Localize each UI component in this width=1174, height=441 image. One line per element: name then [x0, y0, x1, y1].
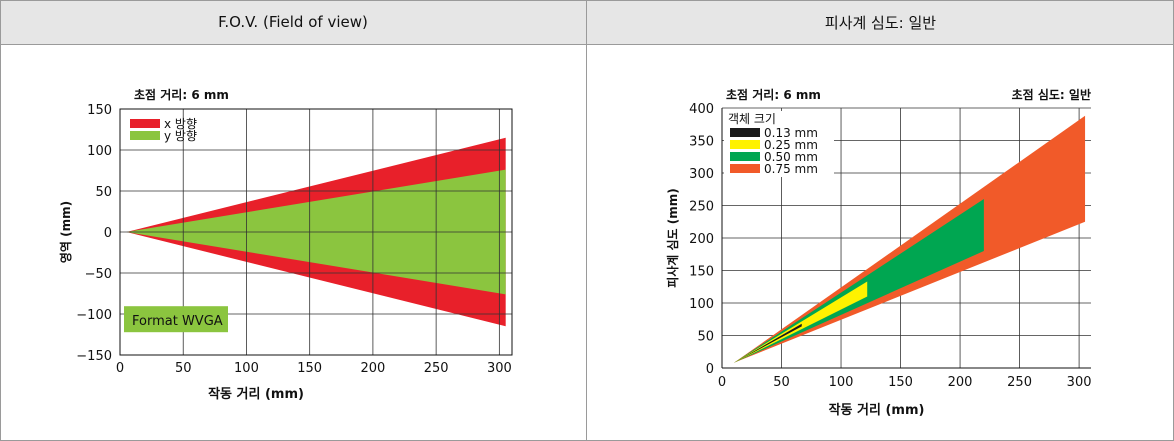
fov-chart-title: 초점 거리: 6 mm: [134, 87, 229, 102]
dof-y-tick-label: 0: [706, 362, 714, 377]
fov-y-axis-label: 영역 (mm): [58, 201, 73, 263]
fov-legend-label-1: y 방향: [164, 129, 197, 143]
fov-legend-label-0: x 방향: [164, 117, 197, 131]
dof-legend-swatch-2: [730, 152, 760, 161]
dof-series-area-1: [733, 199, 984, 363]
dof-chart: 0 50 100 150 200 250 300 400 350 300 250 200 150 100 5…: [665, 87, 1092, 418]
dof-legend-label-0: 0.13 mm: [764, 126, 818, 140]
fov-annotation: Format WVGA: [132, 314, 223, 329]
fov-x-tick-label: 250: [424, 361, 449, 376]
fov-plot-frame: [119, 108, 513, 356]
dof-x-tick-label: 250: [1007, 375, 1032, 390]
dof-legend-swatch-1: [730, 140, 760, 149]
dof-panel-header: 피사계 심도: 일반: [587, 0, 1174, 45]
dof-y-tick-label: 350: [689, 135, 714, 150]
fov-y-tick-label: 50: [95, 185, 112, 200]
fov-y-tick-label: −100: [76, 308, 112, 323]
fov-panel-title: F.O.V. (Field of view): [218, 13, 368, 31]
dof-panel-title: 피사계 심도: 일반: [824, 13, 937, 32]
dof-x-tick-label: 200: [948, 375, 973, 390]
dof-legend-label-3: 0.75 mm: [764, 162, 818, 176]
fov-x-tick-label: 200: [360, 361, 385, 376]
dof-legend-swatch-0: [730, 128, 760, 137]
fov-y-tick-label: −150: [76, 349, 112, 364]
dof-x-tick-label: 150: [888, 375, 913, 390]
fov-y-tick-label: 150: [87, 103, 112, 118]
dof-legend-label-2: 0.50 mm: [764, 150, 818, 164]
fov-panel-header: F.O.V. (Field of view): [0, 0, 587, 45]
dof-y-tick-label: 400: [689, 102, 714, 117]
fov-x-tick-label: 50: [175, 361, 192, 376]
dof-chart-subtitle: 초점 심도: 일반: [1012, 87, 1091, 102]
dof-y-tick-label: 250: [689, 200, 714, 215]
fov-x-tick-label: 100: [234, 361, 259, 376]
dof-y-tick-label: 50: [697, 330, 714, 345]
dof-legend-label-1: 0.25 mm: [764, 138, 818, 152]
fov-legend-swatch-0: [130, 119, 160, 128]
fov-y-tick-label: 100: [87, 144, 112, 159]
dof-y-tick-label: 100: [689, 297, 714, 312]
dof-y-tick-label: 200: [689, 232, 714, 247]
dof-chart-title: 초점 거리: 6 mm: [726, 87, 821, 102]
dof-x-tick-label: 50: [773, 375, 790, 390]
dof-x-tick-label: 0: [718, 375, 726, 390]
fov-x-tick-label: 300: [487, 361, 512, 376]
fov-chart: 0 50 100 150 200 250 300 150 100 50 0 −50 −100 −150 초점…: [58, 87, 513, 402]
dof-series-area-0: [733, 115, 1086, 363]
fov-annotation-bg: [124, 306, 228, 333]
fov-x-tick-label: 0: [116, 361, 124, 376]
dof-y-axis-label: 피사계 심도 (mm): [665, 188, 680, 288]
fov-x-tick-label: 150: [297, 361, 322, 376]
fov-y-tick-label: −50: [85, 267, 112, 282]
dof-legend-swatch-3: [730, 164, 760, 173]
dof-y-tick-label: 300: [689, 167, 714, 182]
panel-divider: [586, 0, 587, 441]
fov-y-tick-label: 0: [104, 226, 112, 241]
dof-x-tick-label: 300: [1067, 375, 1092, 390]
dof-x-axis-label: 작동 거리 (mm): [829, 402, 925, 418]
dof-x-tick-label: 100: [829, 375, 854, 390]
dof-legend-title: 객체 크기: [728, 112, 776, 126]
dof-y-tick-label: 150: [689, 265, 714, 280]
fov-x-axis-label: 작동 거리 (mm): [208, 386, 304, 402]
fov-legend-swatch-1: [130, 131, 160, 140]
